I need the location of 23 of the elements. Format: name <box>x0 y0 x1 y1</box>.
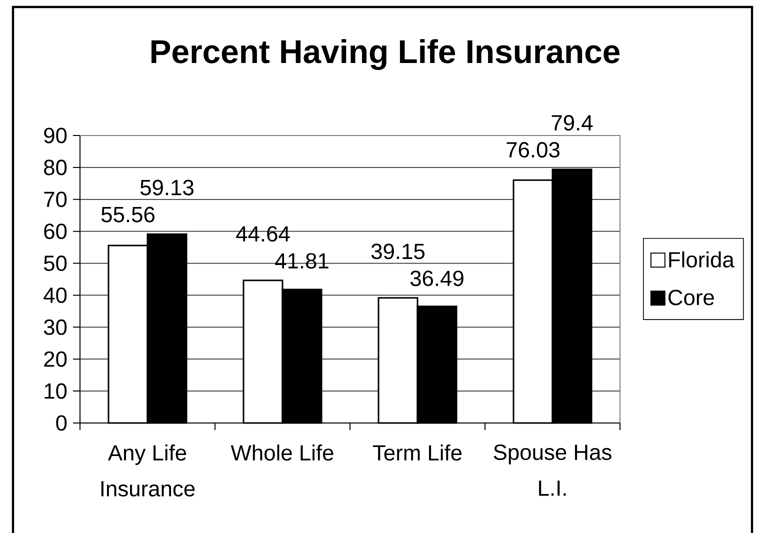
y-tick-label: 0 <box>56 415 67 431</box>
chart-title: Percent Having Life Insurance <box>152 39 620 70</box>
legend-label: Core <box>668 290 714 306</box>
data-label: 55.56 <box>101 206 154 222</box>
y-tick-label: 90 <box>44 128 67 144</box>
x-tick-label: Any Life Insurance <box>101 444 195 496</box>
y-tick-label: 10 <box>44 383 67 399</box>
y-tick-label: 60 <box>44 224 67 240</box>
x-tick-label: Term Life <box>372 444 462 461</box>
y-tick-label: 70 <box>44 192 67 208</box>
x-tick-label: Whole Life <box>230 444 334 461</box>
x-tick-label: Spouse Has L.I. <box>494 444 612 496</box>
data-label: 59.13 <box>140 180 194 196</box>
y-tick-label: 50 <box>44 256 67 272</box>
data-label: 36.49 <box>410 270 464 286</box>
y-tick-label: 20 <box>44 351 67 367</box>
y-tick-label: 80 <box>44 160 67 176</box>
data-label: 39.15 <box>371 244 424 260</box>
data-label: 76.03 <box>506 142 560 158</box>
y-tick-label: 40 <box>44 287 67 303</box>
y-tick-label: 30 <box>44 319 67 335</box>
data-label: 79.4 <box>552 115 593 131</box>
legend-label: Florida <box>669 251 734 268</box>
